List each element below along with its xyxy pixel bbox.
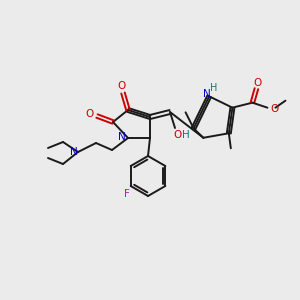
Text: N: N (203, 89, 211, 99)
Text: O: O (174, 130, 182, 140)
Text: F: F (124, 189, 130, 199)
Text: H: H (211, 83, 218, 93)
Text: O: O (118, 81, 126, 91)
Text: H: H (182, 130, 190, 140)
Text: N: N (70, 147, 78, 157)
Text: O: O (86, 109, 94, 119)
Text: N: N (118, 132, 126, 142)
Text: O: O (253, 78, 262, 88)
Text: O: O (270, 104, 278, 114)
